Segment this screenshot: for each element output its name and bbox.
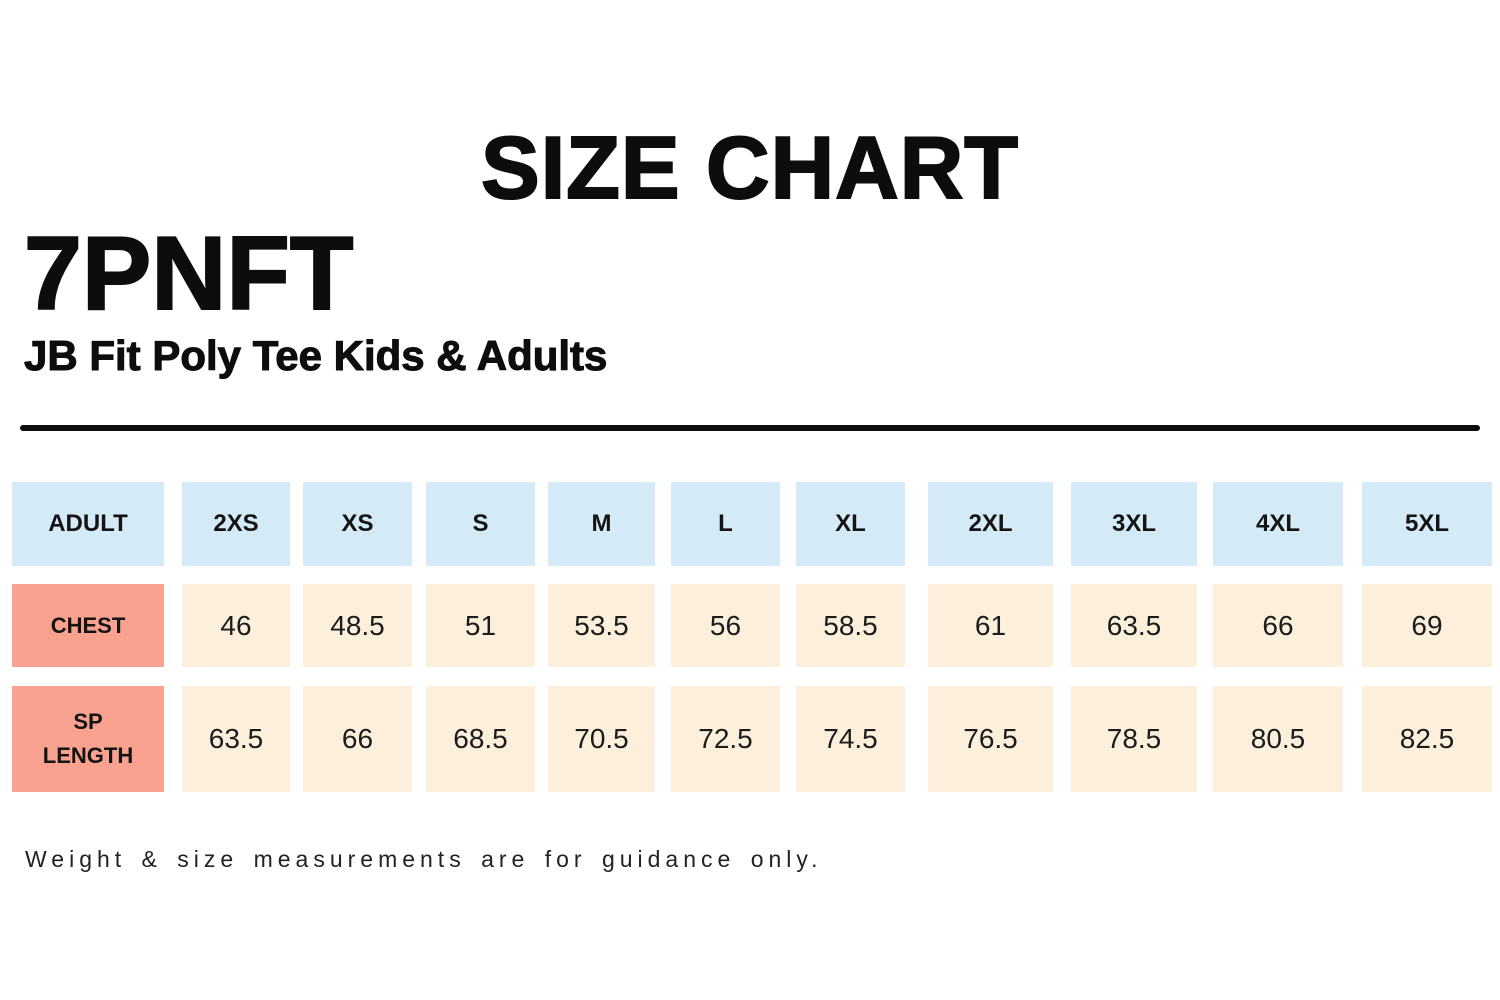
sp-length-value-2xl: 76.5 (928, 686, 1053, 792)
divider-line (20, 425, 1480, 431)
header-cell-2xs: 2XS (182, 482, 290, 566)
sp-length-row: SP LENGTH 63.5 66 68.5 70.5 72.5 74.5 76… (0, 686, 1500, 792)
chest-value-xs: 48.5 (303, 584, 412, 667)
sp-length-value-5xl: 82.5 (1362, 686, 1492, 792)
header-cell-2xl: 2XL (928, 482, 1053, 566)
header-cell-xs: XS (303, 482, 412, 566)
row-label-sp-length: SP LENGTH (12, 686, 164, 792)
chest-value-5xl: 69 (1362, 584, 1492, 667)
footnote: Weight & size measurements are for guida… (25, 846, 823, 872)
chest-value-4xl: 66 (1213, 584, 1343, 667)
sp-length-value-m: 70.5 (548, 686, 655, 792)
page-title: SIZE CHART (480, 118, 1019, 217)
chest-row: CHEST 46 48.5 51 53.5 56 58.5 61 63.5 66… (0, 584, 1500, 667)
chest-value-l: 56 (671, 584, 780, 667)
chest-value-2xl: 61 (928, 584, 1053, 667)
header-cell-5xl: 5XL (1362, 482, 1492, 566)
sp-length-value-2xs: 63.5 (182, 686, 290, 792)
header-cell-4xl: 4XL (1213, 482, 1343, 566)
sp-length-value-xl: 74.5 (796, 686, 905, 792)
chest-value-3xl: 63.5 (1071, 584, 1197, 667)
header-cell-m: M (548, 482, 655, 566)
header-cell-xl: XL (796, 482, 905, 566)
sp-length-label-text: SP LENGTH (42, 708, 134, 768)
header-cell-l: L (671, 482, 780, 566)
header-cell-adult: ADULT (12, 482, 164, 566)
sp-length-value-4xl: 80.5 (1213, 686, 1343, 792)
product-name: JB Fit Poly Tee Kids & Adults (23, 332, 608, 379)
header-cell-3xl: 3XL (1071, 482, 1197, 566)
chest-value-m: 53.5 (548, 584, 655, 667)
chest-value-xl: 58.5 (796, 584, 905, 667)
product-code: 7PNFT (23, 216, 354, 332)
sp-length-value-s: 68.5 (426, 686, 535, 792)
header-cell-s: S (426, 482, 535, 566)
sp-length-value-3xl: 78.5 (1071, 686, 1197, 792)
chest-value-2xs: 46 (182, 584, 290, 667)
size-header-row: ADULT 2XS XS S M L XL 2XL 3XL 4XL 5XL (0, 482, 1500, 566)
row-label-chest: CHEST (12, 584, 164, 667)
sp-length-value-l: 72.5 (671, 686, 780, 792)
sp-length-value-xs: 66 (303, 686, 412, 792)
chest-value-s: 51 (426, 584, 535, 667)
